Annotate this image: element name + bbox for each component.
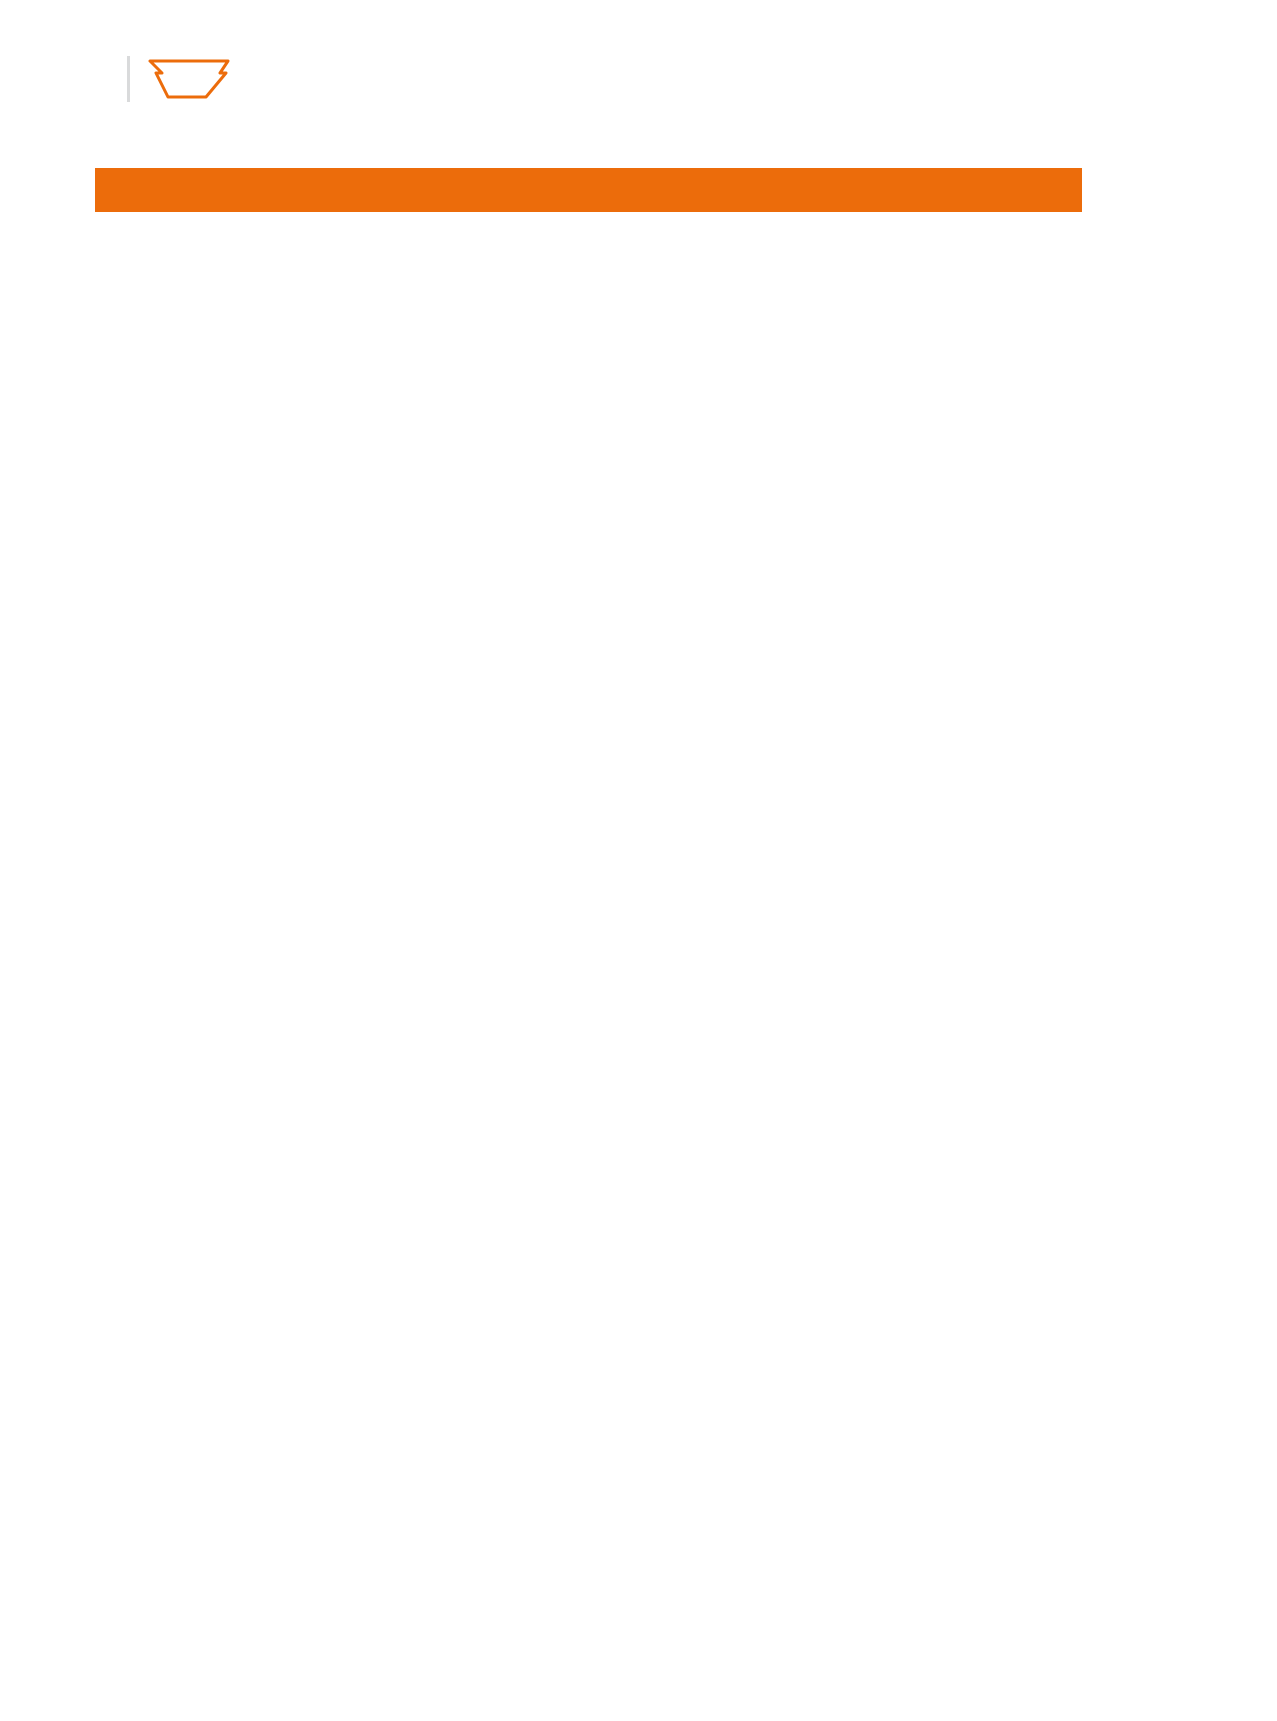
logo-divider	[127, 56, 130, 102]
page-footer	[95, 1642, 1175, 1644]
pagenum-block	[95, 1642, 103, 1644]
catalog-title	[95, 168, 1082, 212]
brand-header	[95, 40, 242, 118]
cr-emblem-icon	[146, 53, 242, 105]
catalog-table	[95, 168, 1082, 217]
